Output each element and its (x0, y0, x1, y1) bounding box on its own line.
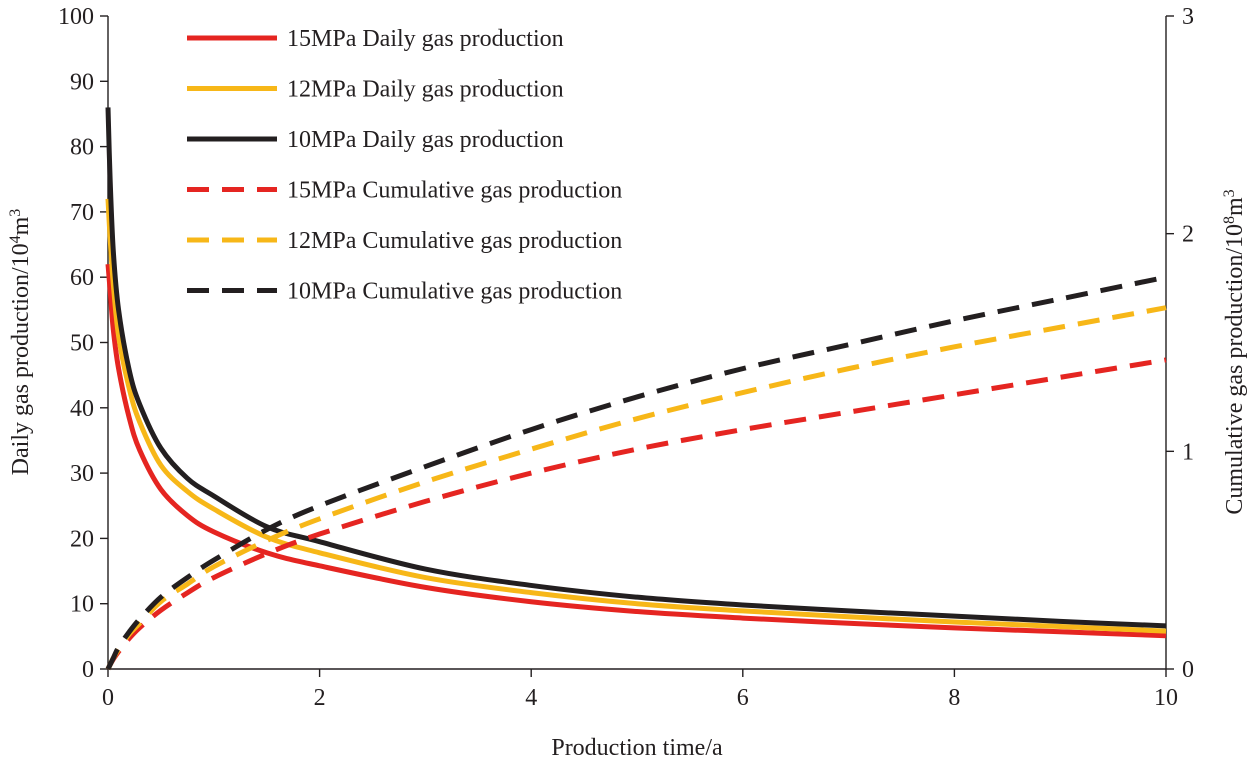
series-line-10mpa-daily-gas-production (105, 107, 1167, 629)
x-tick-label-6: 6 (737, 685, 749, 711)
right-y-axis-title-superscript-1: 8 (1221, 216, 1238, 224)
right-y-tick-label-1: 1 (1182, 439, 1194, 465)
x-tick-label-10: 10 (1154, 685, 1178, 711)
series-line-12mpa-cumulative-gas-production (105, 305, 1167, 671)
right-y-axis-title: Cumulative gas production/108m3 (1221, 189, 1248, 514)
left-y-axis-title: Daily gas production/104m3 (7, 209, 34, 476)
x-tick-label-0: 0 (102, 685, 114, 711)
left-y-tick-label-90: 90 (70, 69, 94, 95)
legend-label-15mpa-cumulative-gas-production: 15MPa Cumulative gas production (287, 178, 622, 204)
left-y-tick-label-20: 20 (70, 526, 94, 552)
axis-labels: Production time/a Daily gas production/1… (7, 189, 1248, 761)
legend: 15MPa Daily gas production 12MPa Daily ga… (187, 26, 622, 305)
left-y-tick-label-40: 40 (70, 396, 94, 422)
left-y-tick-label-30: 30 (70, 461, 94, 487)
left-y-axis-title-superscript-1: 4 (7, 235, 24, 243)
x-axis-title: Production time/a (551, 735, 723, 761)
right-y-axis-title-unit: m (1222, 197, 1248, 216)
right-y-axis-title-superscript-2: 3 (1221, 189, 1238, 197)
legend-label-12mpa-cumulative-gas-production: 12MPa Cumulative gas production (287, 228, 622, 254)
left-y-axis-title-unit: m (8, 216, 34, 235)
x-tick-label-2: 2 (314, 685, 326, 711)
legend-label-12mpa-daily-gas-production: 12MPa Daily gas production (287, 77, 564, 103)
legend-label-15mpa-daily-gas-production: 15MPa Daily gas production (287, 26, 564, 52)
right-y-tick-label-2: 2 (1182, 222, 1194, 248)
series-line-10mpa-cumulative-gas-production (105, 274, 1167, 671)
left-y-tick-label-50: 50 (70, 331, 94, 357)
left-y-tick-label-80: 80 (70, 135, 94, 161)
right-y-tick-label-3: 3 (1182, 4, 1194, 30)
left-y-tick-label-100: 100 (58, 4, 94, 30)
left-y-tick-label-10: 10 (70, 592, 94, 618)
series-line-15mpa-cumulative-gas-production (105, 357, 1167, 671)
series-layer (105, 107, 1167, 671)
right-y-tick-label-0: 0 (1182, 657, 1194, 683)
left-y-tick-label-0: 0 (82, 657, 94, 683)
series-line-12mpa-daily-gas-production (105, 198, 1167, 634)
left-y-tick-label-60: 60 (70, 265, 94, 291)
right-y-axis-title-main: Cumulative gas production/10 (1222, 224, 1248, 515)
left-y-axis-title-superscript-2: 3 (7, 209, 24, 217)
x-tick-label-4: 4 (525, 685, 537, 711)
legend-label-10mpa-cumulative-gas-production: 10MPa Cumulative gas production (287, 279, 622, 305)
legend-label-10mpa-daily-gas-production: 10MPa Daily gas production (287, 127, 564, 153)
series-line-15mpa-daily-gas-production (105, 263, 1167, 639)
left-y-tick-label-70: 70 (70, 200, 94, 226)
x-tick-label-8: 8 (948, 685, 960, 711)
left-y-axis-title-main: Daily gas production/10 (8, 243, 34, 475)
